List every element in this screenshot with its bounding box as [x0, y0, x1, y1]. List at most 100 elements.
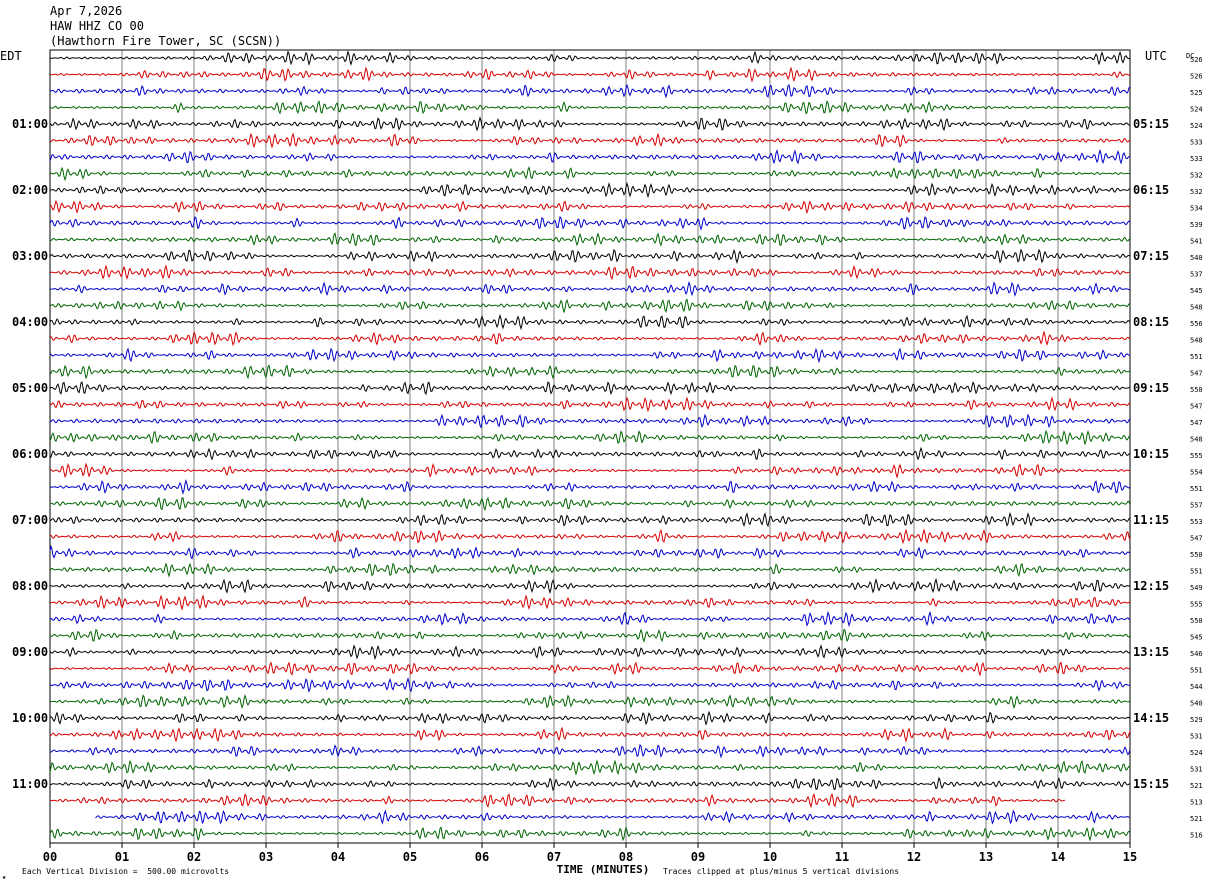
seismic-trace [49, 628, 1131, 643]
seismic-trace [49, 544, 1131, 560]
dc-offset-label: 539 [1190, 221, 1203, 229]
seismic-trace [49, 181, 1131, 199]
seismic-trace [49, 826, 1131, 842]
seismic-trace [49, 413, 1131, 429]
edt-axis-label: EDT [0, 49, 22, 63]
seismic-trace [49, 496, 1131, 512]
seismic-trace [49, 462, 1131, 479]
utc-hour-label: 15:15 [1133, 777, 1169, 791]
seismic-trace [49, 381, 1131, 396]
dc-offset-label: 550 [1190, 386, 1203, 394]
plot-date: Apr 7,2026 [50, 4, 123, 18]
dc-offset-label: 551 [1190, 667, 1203, 675]
seismic-trace [49, 330, 1131, 347]
dc-offset-label: 540 [1190, 700, 1203, 708]
seismic-trace [49, 429, 1131, 446]
utc-hour-label: 05:15 [1133, 117, 1169, 131]
station-location: (Hawthorn Fire Tower, SC (SCSN)) [50, 34, 282, 48]
utc-hour-label: 06:15 [1133, 183, 1169, 197]
x-tick-label: 06 [475, 850, 489, 864]
x-axis-title: TIME (MINUTES) [557, 863, 650, 876]
dc-offset-label: 547 [1190, 403, 1203, 411]
dc-offset-label: 545 [1190, 287, 1203, 295]
edt-hour-label: 04:00 [12, 315, 48, 329]
dc-offset-label: 533 [1190, 139, 1203, 147]
x-tick-label: 15 [1123, 850, 1137, 864]
dc-offset-label: 547 [1190, 535, 1203, 543]
edt-hour-label: 07:00 [12, 513, 48, 527]
seismic-trace [49, 116, 1131, 132]
seismic-trace [49, 280, 1131, 297]
dc-offset-label: 513 [1190, 799, 1203, 807]
seismic-trace [50, 792, 1066, 809]
x-tick-label: 01 [115, 850, 129, 864]
x-tick-label: 14 [1051, 850, 1065, 864]
seismic-trace [49, 298, 1131, 314]
seismic-trace [49, 132, 1131, 149]
dc-offset-label: 537 [1190, 271, 1203, 279]
edt-hour-label: 03:00 [12, 249, 48, 263]
dc-offset-label: 548 [1190, 337, 1203, 345]
dc-offset-label: 551 [1190, 485, 1203, 493]
dc-offset-label: 521 [1190, 782, 1203, 790]
seismic-trace [49, 364, 1131, 380]
x-tick-label: 02 [187, 850, 201, 864]
dc-offset-label: 554 [1190, 469, 1203, 477]
dc-offset-label: 549 [1190, 584, 1203, 592]
seismic-trace [49, 347, 1131, 364]
seismic-trace [49, 577, 1131, 595]
dc-offset-label: 521 [1190, 815, 1203, 823]
x-tick-label: 07 [547, 850, 561, 864]
seismic-trace [49, 610, 1131, 627]
dc-offset-label: 548 [1190, 304, 1203, 312]
x-tick-label: 09 [691, 850, 705, 864]
seismic-trace [49, 313, 1131, 331]
x-tick-label: 00 [43, 850, 57, 864]
seismic-trace [95, 809, 1130, 825]
seismic-trace [49, 677, 1131, 693]
dc-offset-label: 547 [1190, 370, 1203, 378]
seismic-trace [49, 759, 1131, 776]
seismic-trace [49, 83, 1131, 99]
utc-hour-label: 11:15 [1133, 513, 1169, 527]
dc-offset-label: 545 [1190, 634, 1203, 642]
x-tick-label: 08 [619, 850, 633, 864]
dc-offset-label: 532 [1190, 172, 1203, 180]
seismic-trace [50, 232, 1131, 247]
plot-frame [49, 49, 1131, 844]
dc-offset-label: 531 [1190, 733, 1203, 741]
utc-hour-label: 08:15 [1133, 315, 1169, 329]
dc-offset-label: 548 [1190, 436, 1203, 444]
seismic-trace [49, 743, 1131, 759]
seismic-trace [49, 446, 1131, 461]
edt-hour-label: 09:00 [12, 645, 48, 659]
dc-offset-label: 524 [1190, 106, 1203, 114]
seismic-trace [49, 199, 1131, 215]
x-tick-label: 13 [979, 850, 993, 864]
dc-offset-label: 544 [1190, 683, 1203, 691]
seismic-trace [49, 148, 1130, 165]
edt-hour-label: 11:00 [12, 777, 48, 791]
station-code: HAW HHZ CO 00 [50, 19, 144, 33]
scale-note: Each Vertical Division = 500.00 microvol… [22, 867, 230, 876]
clip-note: Traces clipped at plus/minus 5 vertical … [663, 867, 900, 876]
dc-offset-label: 540 [1190, 254, 1203, 262]
dc-offset-label: 541 [1190, 238, 1203, 246]
dc-offset-label: 555 [1190, 452, 1203, 460]
seismic-trace [49, 248, 1131, 265]
dc-offset-label: 550 [1190, 617, 1203, 625]
seismic-trace [49, 511, 1131, 527]
dc-offset-label: 526 [1190, 56, 1203, 64]
utc-hour-label: 07:15 [1133, 249, 1169, 263]
edt-hour-label: 06:00 [12, 447, 48, 461]
edt-hour-label: 02:00 [12, 183, 48, 197]
dc-offset-label: 529 [1190, 716, 1203, 724]
dc-offset-label: 524 [1190, 122, 1203, 130]
edt-hour-label: 05:00 [12, 381, 48, 395]
utc-hour-label: 14:15 [1133, 711, 1169, 725]
seismic-trace [49, 264, 1130, 280]
edt-hour-label: 08:00 [12, 579, 48, 593]
dc-offset-label: 547 [1190, 419, 1203, 427]
seismic-trace [49, 166, 1131, 182]
x-tick-label: 03 [259, 850, 273, 864]
